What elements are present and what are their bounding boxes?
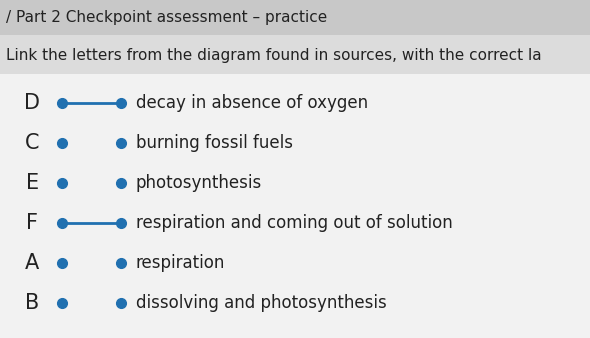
Text: decay in absence of oxygen: decay in absence of oxygen bbox=[136, 94, 368, 112]
Text: B: B bbox=[25, 292, 40, 313]
Text: respiration and coming out of solution: respiration and coming out of solution bbox=[136, 214, 453, 232]
Text: respiration: respiration bbox=[136, 254, 225, 272]
Text: F: F bbox=[27, 213, 38, 233]
Text: C: C bbox=[25, 133, 40, 153]
Text: dissolving and photosynthesis: dissolving and photosynthesis bbox=[136, 293, 386, 312]
Text: D: D bbox=[24, 93, 41, 113]
Text: burning fossil fuels: burning fossil fuels bbox=[136, 134, 293, 152]
Bar bbox=[0, 74, 590, 338]
Text: A: A bbox=[25, 252, 40, 273]
Text: photosynthesis: photosynthesis bbox=[136, 174, 262, 192]
Bar bbox=[0, 0, 590, 35]
Text: Link the letters from the diagram found in sources, with the correct la: Link the letters from the diagram found … bbox=[6, 48, 542, 63]
Text: E: E bbox=[26, 173, 39, 193]
Bar bbox=[0, 35, 590, 74]
Text: / Part 2 Checkpoint assessment – practice: / Part 2 Checkpoint assessment – practic… bbox=[6, 10, 327, 25]
